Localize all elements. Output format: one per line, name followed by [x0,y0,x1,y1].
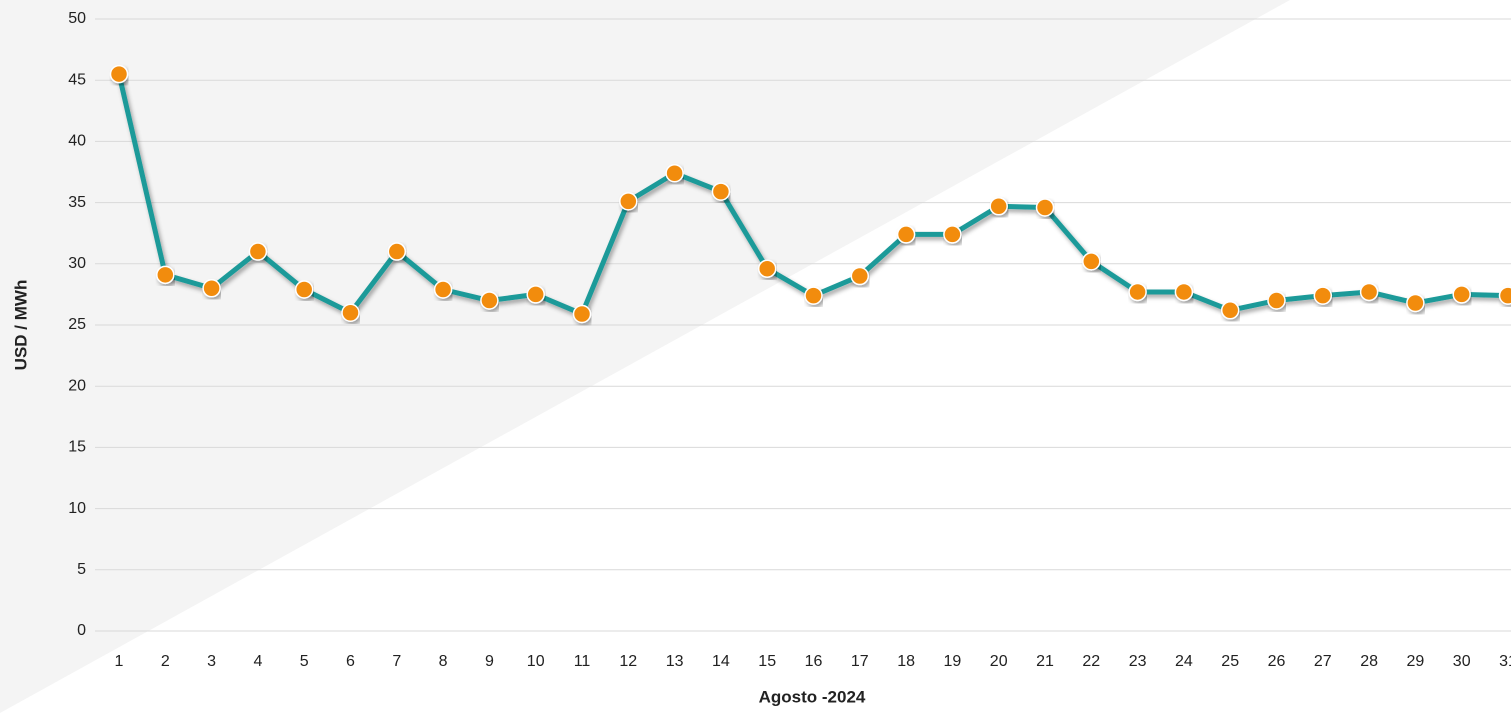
x-tick-label: 15 [758,653,776,670]
data-point [1082,252,1101,271]
x-tick-label: 16 [805,653,823,670]
y-tick-label: 25 [68,316,86,333]
x-tick-label: 11 [574,653,591,670]
x-tick-label: 18 [897,653,915,670]
data-point [433,280,453,299]
x-tick-label: 17 [851,653,869,670]
data-point [1174,282,1194,302]
x-tick-label: 31 [1499,653,1511,670]
y-tick-label: 35 [68,194,86,211]
data-point [202,279,221,298]
x-tick-label: 1 [115,653,124,670]
data-point [156,265,175,285]
y-tick-label: 45 [68,71,86,88]
x-tick-label: 13 [666,653,684,670]
data-point [1359,282,1379,302]
x-tick-label: 29 [1407,653,1425,670]
data-point [248,242,268,261]
data-point [989,197,1008,216]
x-axis-title: Agosto -2024 [759,687,866,706]
y-tick-label: 15 [68,439,86,456]
data-point [1452,285,1471,304]
data-point [896,225,916,244]
data-point [1220,301,1240,320]
x-tick-label: 20 [990,653,1008,670]
data-point [665,163,684,183]
data-point [109,64,129,84]
x-tick-label: 10 [527,653,545,670]
data-point [572,304,592,324]
x-tick-label: 26 [1268,653,1286,670]
y-tick-label: 20 [68,377,86,394]
data-point [1313,286,1333,305]
x-tick-label: 4 [253,653,262,670]
data-point [943,225,962,244]
data-point [387,242,407,261]
data-point [711,182,731,201]
x-tick-label: 9 [485,653,494,670]
x-tick-label: 7 [392,653,401,670]
y-tick-label: 0 [77,622,86,639]
x-tick-label: 25 [1221,653,1239,670]
data-point [294,280,314,299]
y-tick-label: 40 [68,133,86,150]
x-tick-label: 14 [712,653,730,670]
background-shape [0,0,1290,713]
x-tick-label: 3 [207,653,216,670]
data-point [1128,282,1147,302]
data-point [1498,286,1511,305]
x-tick-label: 21 [1036,653,1054,670]
data-point [480,291,499,310]
y-tick-label: 50 [68,10,86,27]
y-tick-label: 30 [68,255,86,272]
x-tick-label: 27 [1314,653,1332,670]
y-axis-title: USD / MWh [11,280,30,371]
x-tick-label: 6 [346,653,355,670]
data-point [850,266,870,286]
data-point [526,285,545,304]
y-tick-label: 5 [77,561,86,578]
x-tick-label: 19 [944,653,962,670]
x-tick-label: 30 [1453,653,1471,670]
x-tick-label: 23 [1129,653,1147,670]
data-point [341,303,360,323]
x-tick-label: 12 [619,653,637,670]
data-point [1035,198,1055,217]
data-point [619,192,638,211]
x-tick-label: 2 [161,653,170,670]
y-tick-label: 10 [68,500,86,517]
data-point [1267,291,1286,310]
data-point [804,286,823,305]
data-point [757,259,777,278]
data-point [1406,293,1425,313]
x-tick-label: 22 [1082,653,1100,670]
x-tick-label: 28 [1360,653,1378,670]
x-tick-label: 5 [300,653,309,670]
x-tick-label: 24 [1175,653,1193,670]
x-tick-label: 8 [439,653,448,670]
